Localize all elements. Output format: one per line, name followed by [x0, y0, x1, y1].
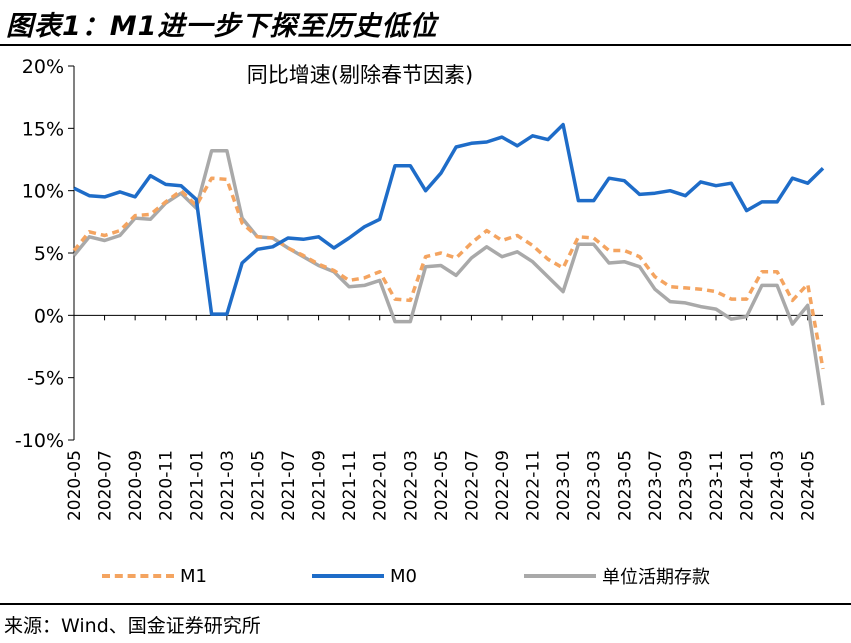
x-tick-label: 2021-01 [187, 450, 207, 521]
y-tick-label: -10% [15, 430, 64, 452]
legend-swatch-m1 [102, 574, 174, 578]
chart-annotation: 同比增速(剔除春节因素) [247, 63, 473, 87]
x-tick-label: 2023-01 [554, 450, 574, 521]
x-tick-label: 2021-09 [310, 450, 330, 521]
x-tick-label: 2022-03 [401, 450, 421, 521]
series-line-m1 [72, 176, 825, 370]
x-tick-label: 2024-03 [768, 450, 788, 521]
legend-label-demand-deposits: 单位活期存款 [602, 567, 710, 588]
y-tick-label: 15% [22, 118, 64, 140]
x-tick-label: 2023-07 [646, 450, 666, 521]
y-tick-label: 20% [22, 56, 64, 78]
x-tick-label: 2020-11 [157, 450, 177, 521]
x-tick-label: 2022-05 [432, 450, 452, 521]
y-tick-label: 0% [34, 305, 64, 327]
y-tick-label: -5% [27, 368, 64, 390]
x-tick-label: 2022-01 [371, 450, 391, 521]
legend-swatch-m0 [312, 574, 384, 578]
x-tick-label: 2023-09 [676, 450, 696, 521]
x-tick-label: 2021-07 [279, 450, 299, 521]
x-tick-label: 2023-11 [707, 450, 727, 521]
legend-item-m1: M1 [102, 564, 207, 588]
x-tick-label: 2024-05 [799, 450, 819, 521]
x-tick-label: 2024-01 [738, 450, 758, 521]
x-tick-label: 2020-05 [65, 450, 85, 521]
legend-label-m1: M1 [180, 565, 207, 587]
x-tick-label: 2022-11 [524, 450, 544, 521]
x-tick-label: 2023-05 [615, 450, 635, 521]
legend-label-m0: M0 [390, 565, 417, 587]
legend-swatch-demand-deposits [524, 574, 596, 578]
source-rule [0, 603, 851, 605]
title-rule [0, 44, 851, 46]
x-tick-label: 2020-07 [96, 450, 116, 521]
line-chart: -10% -5% 0% 5% 10% 15% 20% 2020-05 2020-07 2020-0… [15, 56, 825, 521]
x-tick-label: 2021-05 [248, 450, 268, 521]
x-tick-label: 2022-09 [493, 450, 513, 521]
x-tick-label: 2021-03 [218, 450, 238, 521]
y-tick-label: 10% [22, 181, 64, 203]
x-tick-label: 2020-09 [126, 450, 146, 521]
legend-item-demand-deposits: 单位活期存款 [524, 564, 710, 588]
source-note: 来源：Wind、国金证券研究所 [4, 615, 261, 637]
x-tick-label: 2021-11 [340, 450, 360, 521]
series-line-m0 [73, 122, 825, 316]
chart-title: 图表1：M1进一步下探至历史低位 [6, 11, 438, 42]
legend-item-m0: M0 [312, 564, 417, 588]
x-tick-label: 2023-03 [585, 450, 605, 521]
legend: M1 M0 单位活期存款 [0, 556, 851, 596]
y-tick-label: 5% [34, 243, 64, 265]
x-tick-label: 2022-07 [462, 450, 482, 521]
